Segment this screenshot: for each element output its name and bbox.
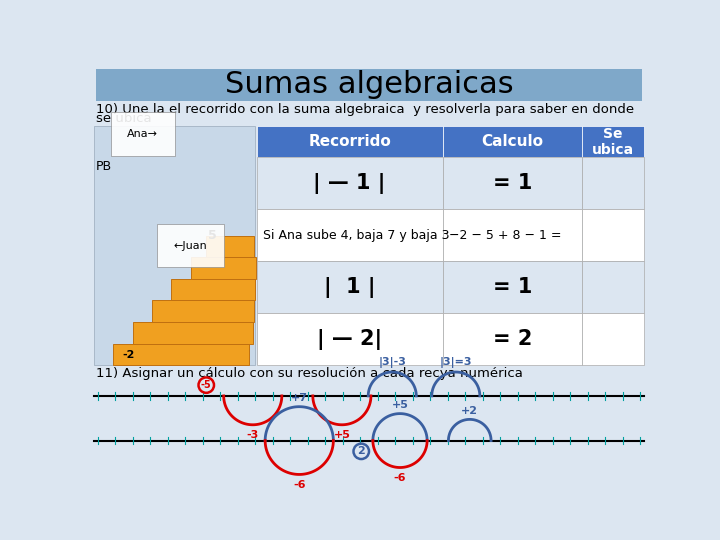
FancyBboxPatch shape	[94, 126, 255, 365]
Text: se ubica: se ubica	[96, 112, 152, 125]
Text: = 1: = 1	[492, 277, 532, 297]
FancyBboxPatch shape	[443, 126, 582, 157]
FancyBboxPatch shape	[256, 209, 443, 261]
FancyBboxPatch shape	[443, 157, 582, 209]
FancyBboxPatch shape	[256, 261, 443, 313]
Text: 11) Asignar un cálculo con su resolución a cada recya numérica: 11) Asignar un cálculo con su resolución…	[96, 367, 523, 380]
FancyBboxPatch shape	[171, 279, 255, 300]
FancyBboxPatch shape	[113, 343, 249, 365]
Text: = 2: = 2	[492, 329, 532, 349]
FancyBboxPatch shape	[582, 313, 644, 365]
Text: | — 2|: | — 2|	[317, 329, 382, 349]
FancyBboxPatch shape	[191, 257, 256, 279]
FancyBboxPatch shape	[582, 126, 644, 157]
Text: | — 1 |: | — 1 |	[313, 173, 386, 194]
Text: 2: 2	[357, 447, 365, 456]
Text: Ana→: Ana→	[127, 129, 158, 139]
Text: |  1 |: | 1 |	[324, 276, 375, 298]
Text: Se
ubica: Se ubica	[592, 127, 634, 157]
Text: +7: +7	[291, 393, 307, 403]
Text: |3|=3: |3|=3	[439, 357, 472, 368]
FancyBboxPatch shape	[256, 126, 443, 157]
Text: −2 − 5 + 8 − 1 =: −2 − 5 + 8 − 1 =	[449, 228, 562, 242]
Text: ←Juan: ←Juan	[174, 241, 207, 251]
FancyBboxPatch shape	[443, 209, 582, 261]
FancyBboxPatch shape	[582, 157, 644, 209]
FancyBboxPatch shape	[256, 157, 443, 209]
Text: -3: -3	[247, 430, 259, 440]
FancyBboxPatch shape	[443, 313, 582, 365]
Text: -5: -5	[201, 380, 212, 390]
Text: Sumas algebraicas: Sumas algebraicas	[225, 70, 513, 99]
Text: +2: +2	[462, 406, 478, 416]
FancyBboxPatch shape	[152, 300, 254, 322]
Text: 5: 5	[208, 230, 217, 242]
FancyBboxPatch shape	[206, 236, 254, 257]
Text: -2: -2	[122, 350, 135, 360]
Text: -6: -6	[293, 480, 305, 490]
FancyBboxPatch shape	[96, 69, 642, 101]
FancyBboxPatch shape	[582, 261, 644, 313]
Text: Calculo: Calculo	[482, 134, 544, 149]
Text: -6: -6	[394, 473, 406, 483]
FancyBboxPatch shape	[582, 209, 644, 261]
Text: PB: PB	[96, 160, 112, 173]
FancyBboxPatch shape	[256, 313, 443, 365]
Text: |3|-3: |3|-3	[378, 357, 406, 368]
FancyBboxPatch shape	[132, 322, 253, 343]
Text: 10) Une la el recorrido con la suma algebraica  y resolverla para saber en donde: 10) Une la el recorrido con la suma alge…	[96, 103, 634, 116]
Text: +5: +5	[392, 400, 408, 410]
Text: +5: +5	[333, 430, 351, 440]
Text: Si Ana sube 4, baja 7 y baja 3: Si Ana sube 4, baja 7 y baja 3	[263, 228, 449, 242]
FancyBboxPatch shape	[443, 261, 582, 313]
Text: Recorrido: Recorrido	[308, 134, 391, 149]
Text: = 1: = 1	[492, 173, 532, 193]
